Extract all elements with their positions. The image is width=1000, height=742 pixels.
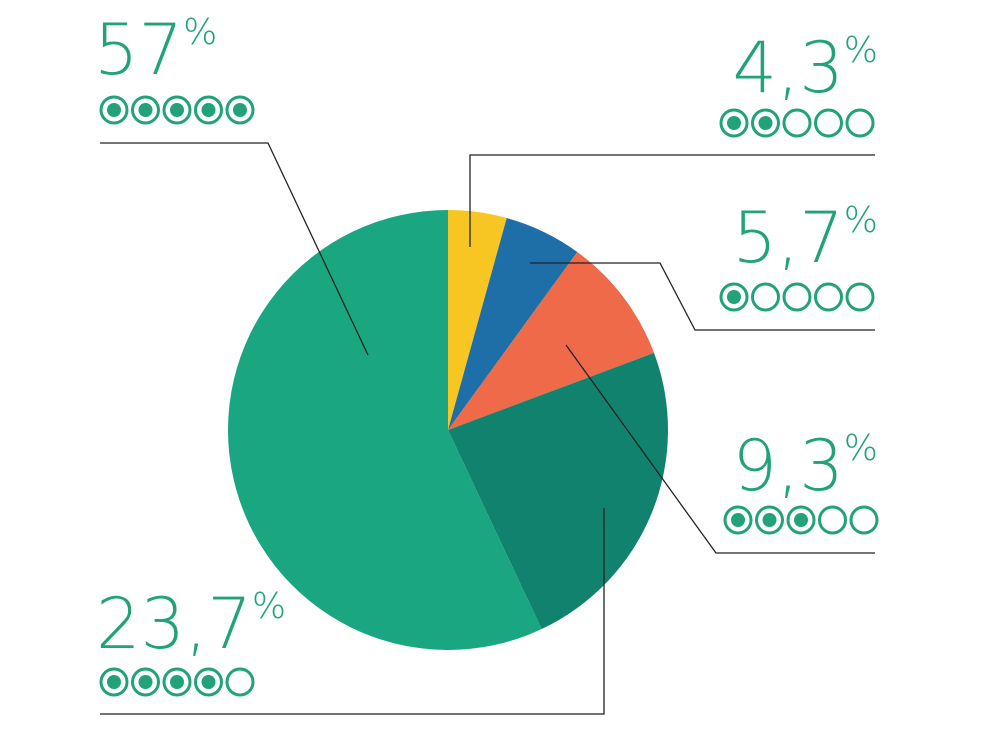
rating-dot-filled bbox=[194, 95, 223, 125]
rating-dot-empty bbox=[782, 282, 812, 312]
pie-slices bbox=[227, 210, 668, 650]
rating-dot-filled bbox=[786, 505, 816, 535]
rating-dot-filled bbox=[755, 505, 784, 535]
rating-dot-fill bbox=[727, 116, 741, 130]
rating-dot-fill bbox=[758, 116, 773, 130]
rating-dot-fill bbox=[731, 513, 745, 527]
rating-dot-filled bbox=[225, 95, 255, 125]
rating-dot-empty bbox=[225, 667, 255, 697]
rating-dot-filled bbox=[131, 667, 160, 697]
rating-dot-empty bbox=[845, 282, 875, 312]
pie-slice-5 bbox=[227, 210, 542, 650]
slice-label-4: 23,7% bbox=[96, 583, 286, 665]
rating-dot-filled bbox=[719, 108, 749, 138]
rating-dot-filled bbox=[99, 667, 129, 697]
rating-dot-empty bbox=[849, 505, 879, 535]
pie-slice-1 bbox=[448, 210, 507, 430]
rating-dot-fill bbox=[138, 675, 153, 689]
rating-row-2 bbox=[719, 282, 875, 312]
leader-line-4 bbox=[100, 508, 605, 715]
leader-line-3 bbox=[565, 344, 875, 554]
pie-slice-3 bbox=[448, 252, 655, 430]
rating-row-5 bbox=[99, 95, 255, 125]
rating-dot-fill bbox=[201, 675, 216, 689]
slice-label-5: 57% bbox=[94, 9, 217, 91]
rating-dots bbox=[99, 95, 879, 697]
rating-dot-fill bbox=[170, 103, 184, 117]
leader-line-5 bbox=[100, 142, 369, 356]
rating-dot-fill bbox=[201, 103, 216, 117]
rating-dot-fill bbox=[794, 513, 808, 527]
rating-dot-empty bbox=[782, 108, 812, 138]
rating-row-4 bbox=[99, 667, 255, 697]
rating-dot-empty bbox=[818, 505, 847, 535]
rating-dot-fill bbox=[762, 513, 777, 527]
leader-line-2 bbox=[530, 262, 875, 331]
leader-line-1 bbox=[469, 154, 875, 247]
rating-dot-filled bbox=[131, 95, 160, 125]
rating-dot-filled bbox=[751, 108, 780, 138]
rating-dot-fill bbox=[107, 675, 121, 689]
rating-dot-empty bbox=[751, 282, 780, 312]
rating-dot-empty bbox=[814, 282, 843, 312]
slice-label-1: 4,3% bbox=[732, 27, 878, 109]
rating-dot-filled bbox=[162, 667, 192, 697]
rating-dot-fill bbox=[138, 103, 153, 117]
rating-dot-filled bbox=[194, 667, 223, 697]
rating-dot-empty bbox=[814, 108, 843, 138]
rating-dot-filled bbox=[723, 505, 753, 535]
rating-dot-filled bbox=[99, 95, 129, 125]
slice-label-3: 9,3% bbox=[732, 425, 878, 507]
rating-dot-fill bbox=[107, 103, 121, 117]
pie-slice-2 bbox=[448, 217, 578, 430]
leader-lines bbox=[100, 142, 875, 715]
rating-dot-empty bbox=[845, 108, 875, 138]
rating-dot-filled bbox=[719, 282, 749, 312]
pie-slice-4 bbox=[448, 352, 668, 630]
rating-dot-filled bbox=[162, 95, 192, 125]
rating-dot-fill bbox=[170, 675, 184, 689]
rating-row-3 bbox=[723, 505, 879, 535]
rating-dot-fill bbox=[727, 290, 741, 304]
rating-dot-fill bbox=[233, 103, 247, 117]
slice-label-2: 5,7% bbox=[732, 197, 878, 279]
rating-row-1 bbox=[719, 108, 875, 138]
